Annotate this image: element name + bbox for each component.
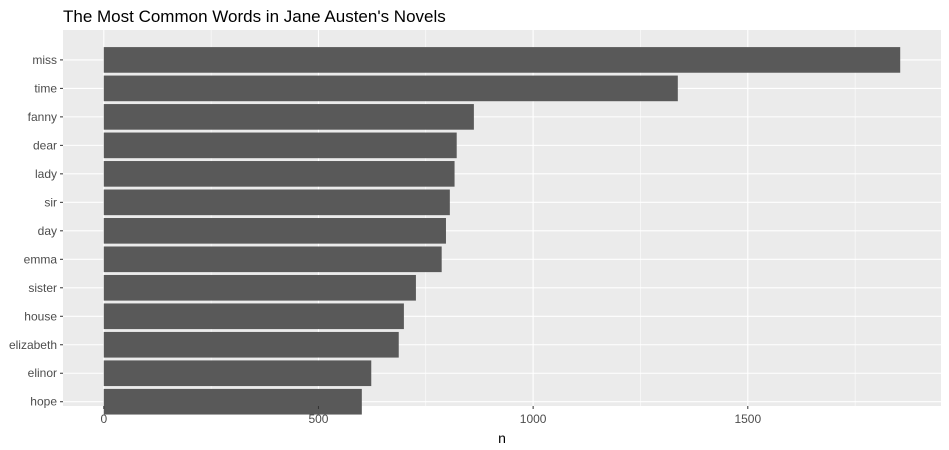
y-tick-label: elinor <box>28 366 57 380</box>
bar-lady <box>104 161 455 187</box>
x-axis-title: n <box>498 430 506 446</box>
bar-house <box>104 303 404 329</box>
y-tick-label: hope <box>30 395 57 409</box>
y-tick-label: sir <box>44 195 57 209</box>
bar-sir <box>104 190 450 216</box>
y-tick-label: miss <box>32 53 57 67</box>
y-tick-label: dear <box>33 138 57 152</box>
y-tick-label: emma <box>24 252 58 266</box>
x-tick-label: 1000 <box>520 412 547 426</box>
y-tick-label: lady <box>35 167 57 181</box>
bar-hope <box>104 389 362 415</box>
bar-dear <box>104 133 457 159</box>
x-tick-label: 1500 <box>734 412 761 426</box>
y-tick-label: sister <box>28 281 57 295</box>
chart-title: The Most Common Words in Jane Austen's N… <box>63 7 446 26</box>
bar-elinor <box>104 360 371 386</box>
bar-miss <box>104 47 900 73</box>
x-tick-label: 500 <box>308 412 328 426</box>
bar-elizabeth <box>104 332 399 358</box>
y-axis: miss time fanny dear lady sir day emma sister hou… <box>9 53 63 409</box>
bar-time <box>104 76 678 102</box>
y-tick-label: fanny <box>28 110 57 124</box>
y-tick-label: time <box>34 81 57 95</box>
bar-emma <box>104 246 442 272</box>
y-tick-label: house <box>24 309 57 323</box>
y-tick-label: day <box>38 224 57 238</box>
x-tick-label: 0 <box>100 412 107 426</box>
y-tick-label: elizabeth <box>9 338 57 352</box>
bar-sister <box>104 275 416 301</box>
bar-day <box>104 218 446 244</box>
bar-fanny <box>104 104 474 130</box>
